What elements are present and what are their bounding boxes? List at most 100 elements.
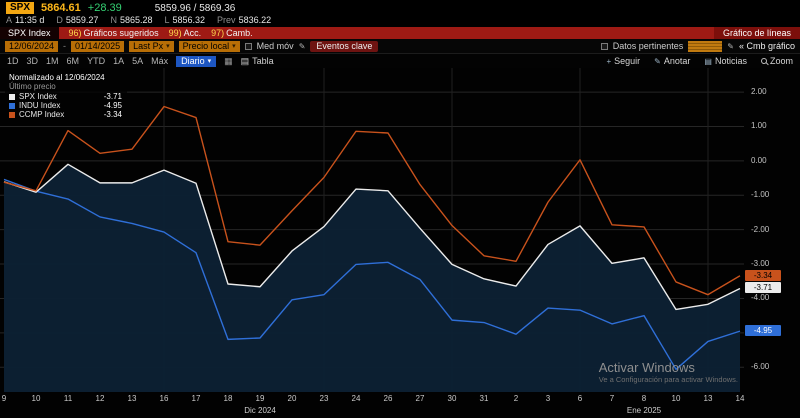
range-bar: 1D 3D 1M 6M YTD 1A 5A Máx Diario ▾ ▦ ▤ Tab… (0, 54, 800, 68)
legend-series-name: CCMP Index (19, 110, 65, 119)
annotate-button[interactable]: ✎ Anotar (654, 56, 691, 66)
quote-bar: SPX 5864.61 +28.39 5859.96 / 5869.36 A 11… (0, 0, 800, 27)
track-button[interactable]: + Seguir (606, 56, 641, 66)
moving-average-checkbox[interactable] (244, 42, 252, 50)
quote-stat-high: N 5865.28 (110, 15, 153, 25)
x-axis-label: 23 (319, 394, 329, 403)
quote-stat-open: D 5859.27 (56, 15, 99, 25)
chart-plot[interactable] (0, 68, 744, 392)
ticker-badge[interactable]: SPX (6, 2, 35, 14)
x-axis-label: 20 (287, 394, 297, 403)
ccmp-color-chip (9, 111, 15, 118)
table-button[interactable]: ▤ Tabla (240, 55, 274, 67)
x-axis-label: 8 (641, 394, 647, 403)
range-6m[interactable]: 6M (66, 56, 80, 66)
x-axis-label: 16 (159, 394, 169, 403)
legend-row-spx[interactable]: SPX Index -3.71 (9, 92, 122, 101)
chevron-down-icon: ▾ (232, 42, 236, 50)
date-separator: - (63, 41, 67, 51)
x-axis-label: 18 (223, 394, 233, 403)
chart-toolbar: 12/06/2024 - 01/14/2025 Last Px ▾ Precio … (0, 39, 800, 54)
plus-icon: + (606, 56, 612, 66)
range-3d[interactable]: 3D (26, 56, 39, 66)
function-title: Gráfico de líneas (713, 27, 800, 39)
x-axis: 9 10 11 12 13 16 17 18 19 20 23 24 26 27 30 31 2 3 6 7 8 10 13… (0, 394, 745, 406)
x-axis-label: 10 (31, 394, 41, 403)
quote-stat-prev: Prev 5836.22 (217, 15, 272, 25)
annotate-pencil-icon[interactable]: ✎ (727, 41, 734, 51)
legend-series-name: SPX Index (19, 92, 57, 101)
security-ticker[interactable]: SPX Index (0, 27, 59, 39)
y-axis-label: -1.00 (751, 190, 770, 200)
x-axis-label: 17 (191, 394, 201, 403)
edit-pencil-icon[interactable]: ✎ (298, 41, 306, 51)
legend-row-indu[interactable]: INDU Index -4.95 (9, 101, 122, 110)
x-axis-label: 13 (703, 394, 713, 403)
chevron-down-icon: ▾ (207, 57, 212, 65)
quote-stat-low: L 5856.32 (164, 15, 206, 25)
x-axis-label: 30 (447, 394, 457, 403)
x-axis-label: 10 (671, 394, 681, 403)
x-axis-label: 9 (1, 394, 7, 403)
line-chart-area[interactable]: -3.71 -4.95 -3.34 2.00 1.00 0.00 -1.00 -2.00… (0, 68, 800, 418)
x-axis-month-labels: Dic 2024 Ene 2025 (0, 406, 744, 418)
chevron-down-icon: ▾ (166, 42, 170, 50)
related-data-label: Datos pertinentes (612, 41, 684, 51)
spx-last-price-badge: -3.71 (745, 282, 781, 294)
month-label: Dic 2024 (244, 406, 276, 415)
edit-chart-button[interactable]: « Cmb gráfico (738, 41, 795, 51)
related-data-checkbox[interactable] (600, 42, 608, 50)
x-axis-label: 7 (609, 394, 615, 403)
date-from-input[interactable]: 12/06/2024 (5, 40, 59, 52)
y-axis-label: 1.00 (751, 121, 767, 131)
menu-item-edit[interactable]: 97) Camb. (211, 28, 253, 38)
x-axis-label: 3 (545, 394, 551, 403)
range-ytd[interactable]: YTD (87, 56, 106, 66)
y-axis-label: -6.00 (751, 362, 770, 372)
legend-series-value: -3.34 (103, 110, 122, 119)
y-axis-label: -4.00 (751, 293, 770, 303)
chart-type-icon[interactable]: ▦ (224, 55, 233, 66)
legend-series-name: INDU Index (19, 101, 61, 110)
quote-line-2: A 11:35 d D 5859.27 N 5865.28 L 5856.32 Prev… (6, 15, 794, 25)
menu-item-suggested-charts[interactable]: 96) Gráficos sugeridos (68, 28, 159, 38)
range-1m[interactable]: 1M (46, 56, 59, 66)
x-axis-label: 2 (513, 394, 519, 403)
range-1y[interactable]: 1A (113, 56, 125, 66)
range-5y[interactable]: 5A (132, 56, 144, 66)
x-axis-label: 12 (95, 394, 105, 403)
date-to-input[interactable]: 01/14/2025 (71, 40, 125, 52)
x-axis-label: 14 (735, 394, 745, 403)
pencil-icon: ✎ (654, 56, 661, 66)
legend-series-value: -4.95 (103, 101, 122, 110)
y-axis: -3.71 -4.95 -3.34 2.00 1.00 0.00 -1.00 -2.00… (744, 68, 800, 392)
zoom-button[interactable]: Zoom (760, 56, 793, 66)
magnifier-icon (760, 58, 767, 64)
windows-activation-watermark: Activar Windows Ve a Configuración para … (598, 360, 738, 384)
range-max[interactable]: Máx (151, 56, 169, 66)
price-currency-select[interactable]: Precio local ▾ (178, 40, 240, 52)
menu-item-actions[interactable]: 99) Acc. (168, 28, 202, 38)
table-icon: ▤ (240, 55, 250, 66)
field-select[interactable]: Last Px ▾ (129, 40, 174, 52)
amber-action-button[interactable] (688, 40, 723, 52)
y-axis-label: 0.00 (751, 155, 767, 165)
function-menu-bar: SPX Index 96) Gráficos sugeridos 99) Acc. … (0, 27, 800, 39)
spx-color-chip (9, 93, 15, 100)
news-icon: ▤ (704, 56, 712, 66)
x-axis-label: 6 (577, 394, 583, 403)
period-select[interactable]: Diario ▾ (176, 55, 217, 67)
legend-row-ccmp[interactable]: CCMP Index -3.34 (9, 110, 122, 119)
x-axis-label: 26 (383, 394, 393, 403)
moving-average-label: Med móv (256, 41, 294, 51)
ccmp-last-price-badge: -3.34 (745, 269, 781, 281)
legend-series-value: -3.71 (103, 92, 122, 101)
key-events-button[interactable]: Eventos clave (310, 40, 379, 52)
indu-color-chip (9, 102, 15, 109)
high-low-range: 5859.96 / 5869.36 (154, 2, 236, 14)
last-price: 5864.61 (41, 2, 81, 14)
news-button[interactable]: ▤ Noticias (704, 56, 747, 66)
range-1d[interactable]: 1D (7, 56, 19, 66)
y-axis-label: -3.00 (751, 259, 770, 269)
